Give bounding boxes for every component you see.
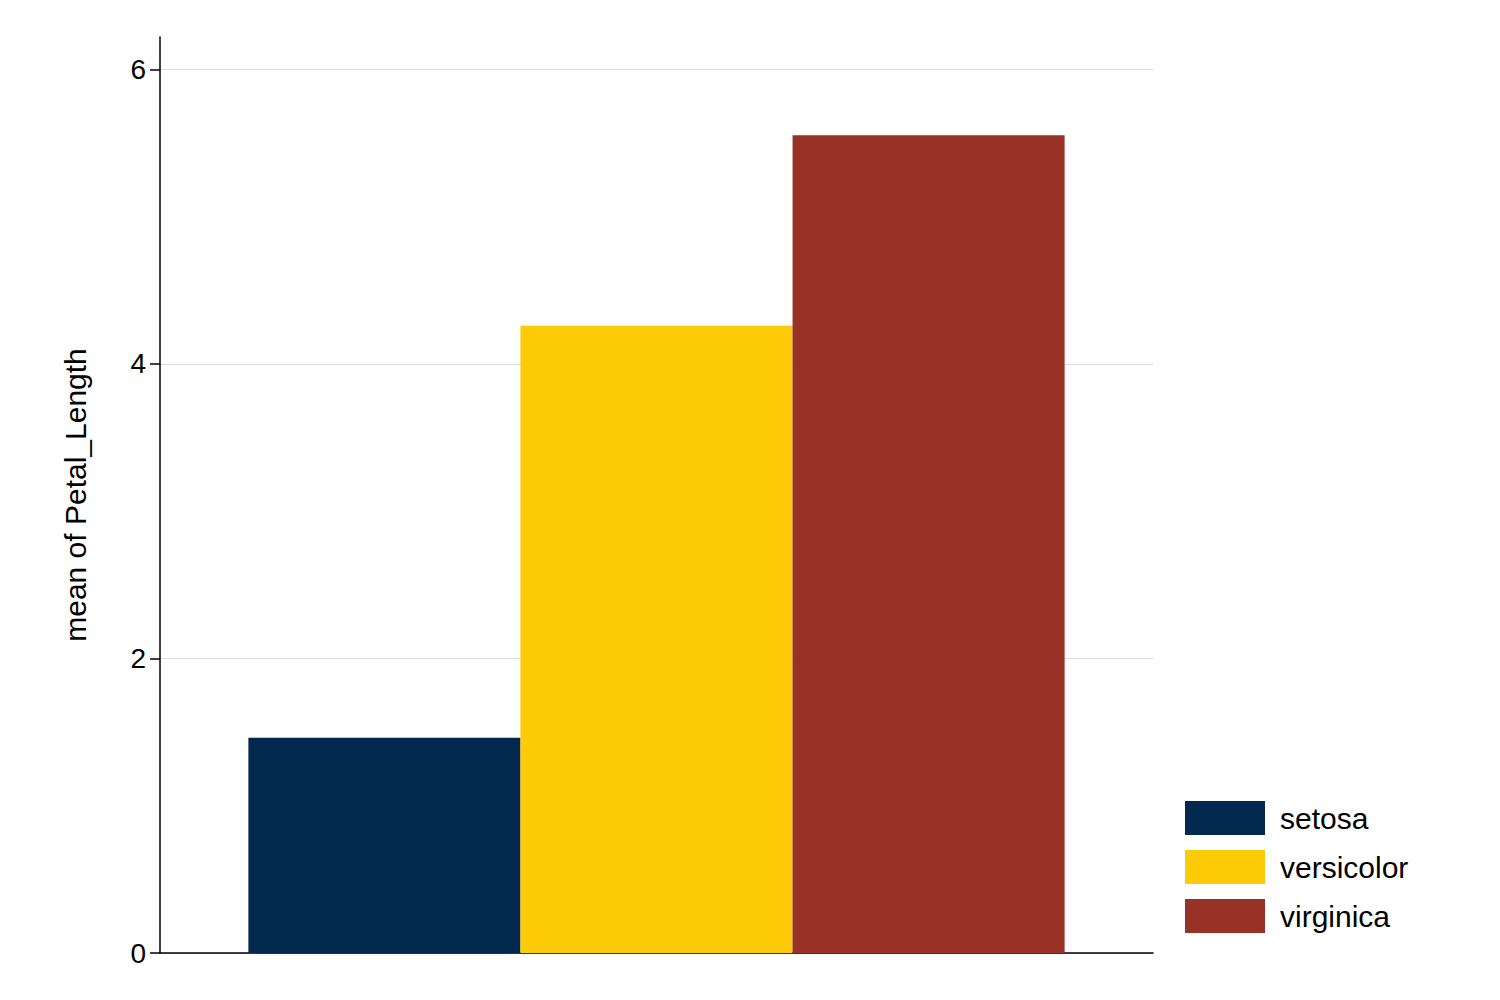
svg-text:6: 6 bbox=[130, 54, 146, 85]
svg-text:versicolor: versicolor bbox=[1280, 851, 1408, 884]
svg-text:2: 2 bbox=[130, 643, 146, 674]
svg-text:virginica: virginica bbox=[1280, 900, 1390, 933]
svg-text:4: 4 bbox=[130, 348, 146, 379]
svg-text:mean of Petal_Length: mean of Petal_Length bbox=[59, 348, 92, 642]
svg-text:setosa: setosa bbox=[1280, 802, 1369, 835]
svg-text:0: 0 bbox=[130, 938, 146, 969]
